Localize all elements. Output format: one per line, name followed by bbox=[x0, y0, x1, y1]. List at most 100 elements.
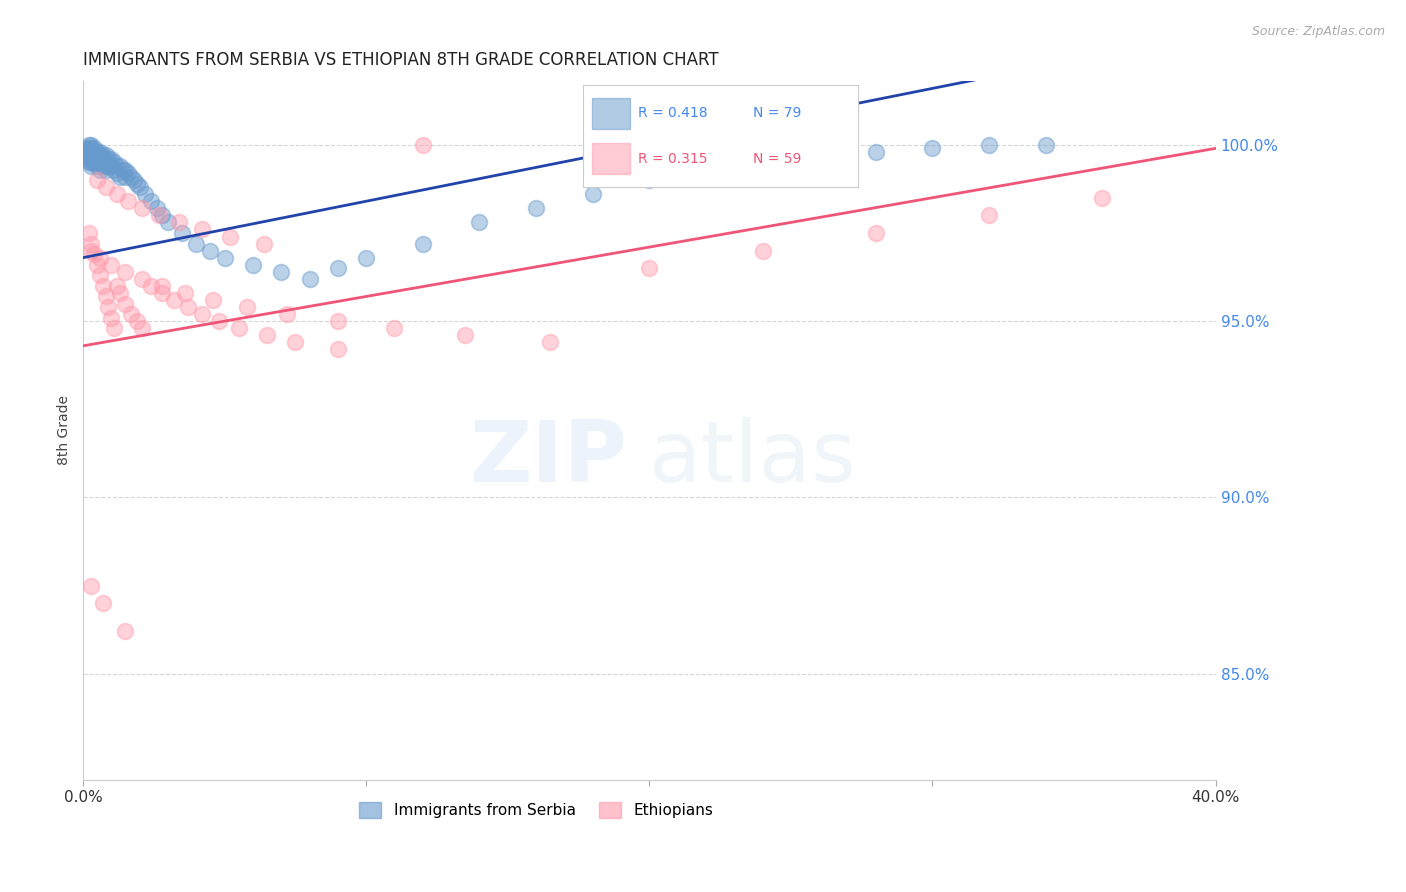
Point bbox=[86, 145, 108, 159]
Text: N = 79: N = 79 bbox=[754, 106, 801, 120]
Point bbox=[276, 307, 298, 321]
Point bbox=[83, 155, 105, 169]
Point bbox=[186, 236, 208, 251]
Point bbox=[80, 236, 103, 251]
Point bbox=[83, 145, 105, 159]
Point bbox=[524, 202, 547, 216]
Text: atlas: atlas bbox=[650, 417, 858, 500]
Point bbox=[156, 215, 179, 229]
Point bbox=[105, 166, 128, 180]
Point bbox=[77, 155, 100, 169]
Point bbox=[86, 258, 108, 272]
Point bbox=[83, 141, 105, 155]
Point bbox=[111, 162, 134, 177]
Point bbox=[75, 145, 97, 159]
Point bbox=[200, 244, 222, 258]
Point bbox=[921, 141, 943, 155]
Point bbox=[89, 268, 111, 283]
Point bbox=[454, 328, 477, 343]
Point bbox=[128, 180, 150, 194]
Point bbox=[384, 321, 406, 335]
Point bbox=[131, 202, 153, 216]
Point bbox=[80, 137, 103, 152]
Point bbox=[208, 314, 231, 328]
Point bbox=[326, 314, 349, 328]
Point bbox=[114, 169, 136, 184]
Point bbox=[105, 187, 128, 202]
Point bbox=[77, 226, 100, 240]
Point bbox=[172, 226, 194, 240]
Point bbox=[103, 162, 125, 177]
Point bbox=[191, 307, 214, 321]
Point bbox=[145, 202, 167, 216]
Point bbox=[80, 145, 103, 159]
Point bbox=[412, 236, 434, 251]
Text: ZIP: ZIP bbox=[470, 417, 627, 500]
Point bbox=[139, 194, 162, 209]
Point bbox=[751, 244, 773, 258]
Point bbox=[270, 265, 292, 279]
Point bbox=[80, 244, 103, 258]
Point bbox=[77, 137, 100, 152]
Point bbox=[80, 152, 103, 166]
Point bbox=[326, 261, 349, 276]
Point bbox=[77, 141, 100, 155]
Bar bbox=[592, 144, 630, 174]
Point bbox=[80, 159, 103, 173]
Point bbox=[80, 141, 103, 155]
Point bbox=[89, 145, 111, 159]
Point bbox=[1091, 191, 1114, 205]
Point bbox=[91, 148, 114, 162]
Point bbox=[228, 321, 250, 335]
Point bbox=[808, 148, 831, 162]
Point bbox=[638, 173, 661, 187]
Point bbox=[94, 148, 117, 162]
Point bbox=[86, 148, 108, 162]
Point bbox=[148, 208, 170, 222]
Point bbox=[354, 251, 377, 265]
Point bbox=[174, 285, 197, 300]
Point bbox=[131, 321, 153, 335]
Bar bbox=[592, 98, 630, 128]
Legend: Immigrants from Serbia, Ethiopians: Immigrants from Serbia, Ethiopians bbox=[353, 797, 720, 824]
Point bbox=[236, 300, 259, 314]
Point bbox=[91, 152, 114, 166]
Point bbox=[256, 328, 278, 343]
Point bbox=[103, 155, 125, 169]
Point bbox=[214, 251, 236, 265]
Point bbox=[219, 229, 242, 244]
Point bbox=[94, 155, 117, 169]
Y-axis label: 8th Grade: 8th Grade bbox=[58, 395, 72, 466]
Point bbox=[695, 162, 717, 177]
Text: R = 0.315: R = 0.315 bbox=[638, 152, 707, 166]
Point bbox=[298, 272, 321, 286]
Point bbox=[150, 285, 173, 300]
Point bbox=[100, 258, 122, 272]
Point bbox=[105, 279, 128, 293]
Point bbox=[100, 152, 122, 166]
Point bbox=[538, 335, 561, 350]
Point bbox=[86, 159, 108, 173]
Point bbox=[125, 314, 148, 328]
Point bbox=[468, 215, 491, 229]
Point bbox=[108, 285, 131, 300]
Point bbox=[97, 300, 120, 314]
Point bbox=[177, 300, 200, 314]
Point bbox=[120, 169, 142, 184]
Point bbox=[150, 208, 173, 222]
Point bbox=[114, 265, 136, 279]
Point bbox=[139, 279, 162, 293]
Point bbox=[94, 180, 117, 194]
Point bbox=[253, 236, 276, 251]
Point bbox=[75, 148, 97, 162]
Point bbox=[122, 173, 145, 187]
Point bbox=[582, 187, 605, 202]
Point bbox=[865, 226, 887, 240]
Point bbox=[979, 208, 1001, 222]
Point bbox=[150, 279, 173, 293]
Point bbox=[202, 293, 225, 307]
Point bbox=[91, 159, 114, 173]
Point bbox=[80, 148, 103, 162]
Point bbox=[94, 162, 117, 177]
Point bbox=[83, 152, 105, 166]
